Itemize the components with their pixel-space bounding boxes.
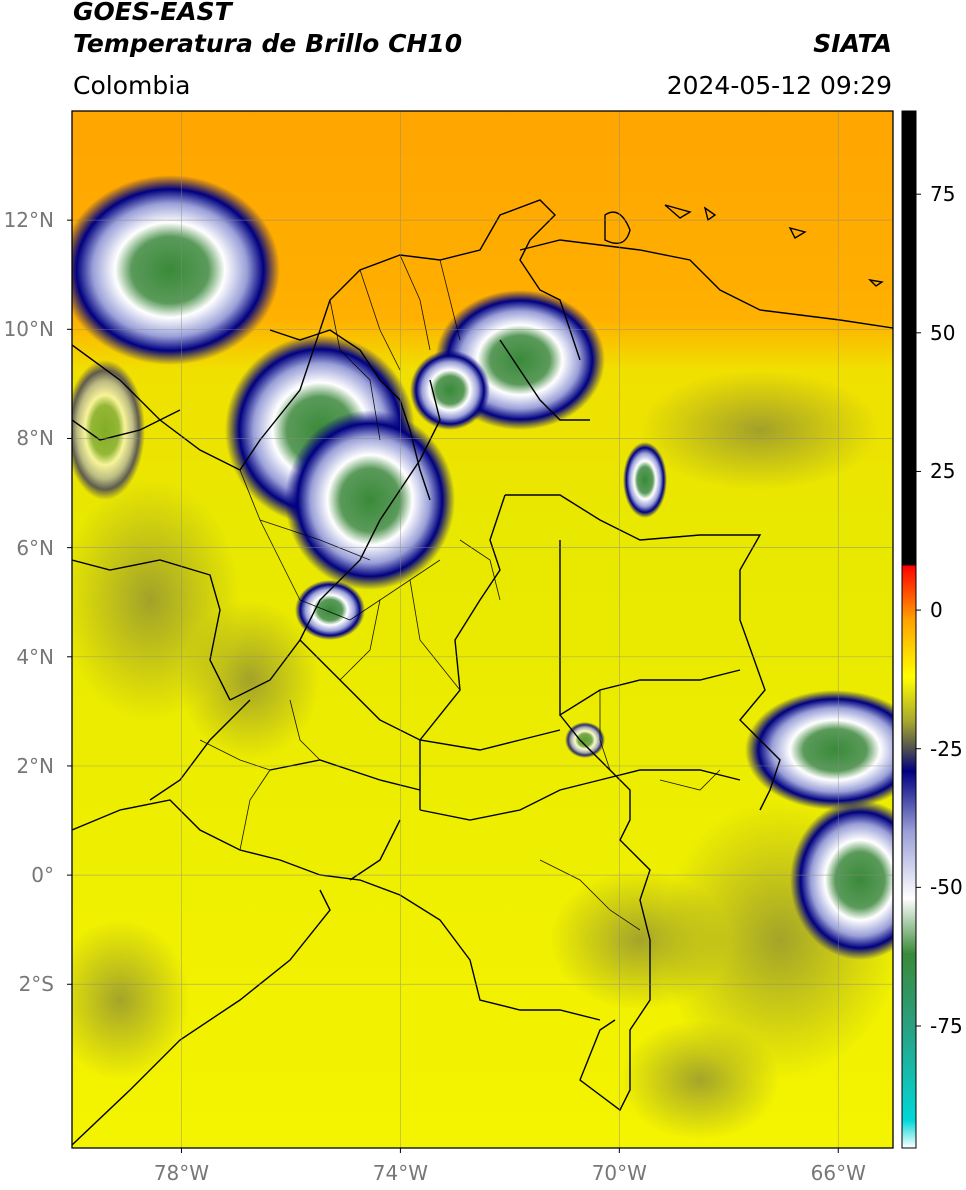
gridlines (72, 111, 893, 1148)
product-title: Temperatura de Brillo CH10 (73, 29, 463, 58)
cloud-haze (72, 920, 190, 1080)
region-label: Colombia (73, 71, 191, 100)
lat-tick-label: 6°N (16, 535, 54, 560)
colorbar (902, 111, 916, 1148)
source-label: SIATA (813, 29, 892, 58)
map-frame (71, 110, 894, 1149)
cloud-haze (620, 1020, 780, 1140)
lon-tick-label: 78°W (153, 1161, 210, 1185)
convective-cloud (745, 690, 893, 810)
lat-tick-label: 12°N (3, 208, 54, 233)
lat-tick-label: 4°N (16, 644, 54, 669)
colorbar-frame (901, 110, 917, 1149)
cloud-haze (640, 370, 880, 490)
lon-tick-label: 74°W (372, 1161, 429, 1185)
lon-tick-label: 70°W (591, 1161, 647, 1185)
colorbar-tick-label: -75 (930, 1014, 963, 1038)
lat-tick-label: 10°N (3, 317, 54, 342)
lon-tick-label: 66°W (810, 1161, 866, 1185)
department-borders (199, 254, 721, 931)
colorbar-tick-label: 75 (930, 182, 956, 207)
convective-cloud (285, 410, 455, 590)
colorbar-tick-label: -50 (930, 875, 963, 900)
cloud-haze (180, 600, 320, 760)
datetime-label: 2024-05-12 09:29 (666, 71, 892, 100)
convective-cloud (72, 360, 145, 500)
colorbar-tick-label: 25 (930, 459, 956, 484)
convective-cloud (623, 442, 667, 518)
lat-tick-label: 8°N (16, 426, 54, 451)
colorbar-tick-label: 0 (930, 598, 943, 623)
convective-cloud (295, 580, 365, 640)
lat-tick-label: 2°S (18, 972, 54, 997)
convective-cloud (790, 800, 893, 960)
convective-cloud (565, 722, 605, 758)
satellite-title: GOES-EAST (73, 0, 232, 26)
map-ticks (67, 219, 839, 1153)
cloud-haze (550, 870, 730, 1010)
convective-cloud (410, 350, 490, 430)
colorbar-tick-label: -25 (930, 736, 963, 761)
colorbar-tick-label: 50 (930, 320, 956, 345)
colorbar-ticks (916, 193, 921, 1027)
convective-cloud (72, 175, 280, 365)
lat-tick-label: 2°N (16, 753, 54, 778)
lat-tick-label: 0° (31, 863, 54, 888)
